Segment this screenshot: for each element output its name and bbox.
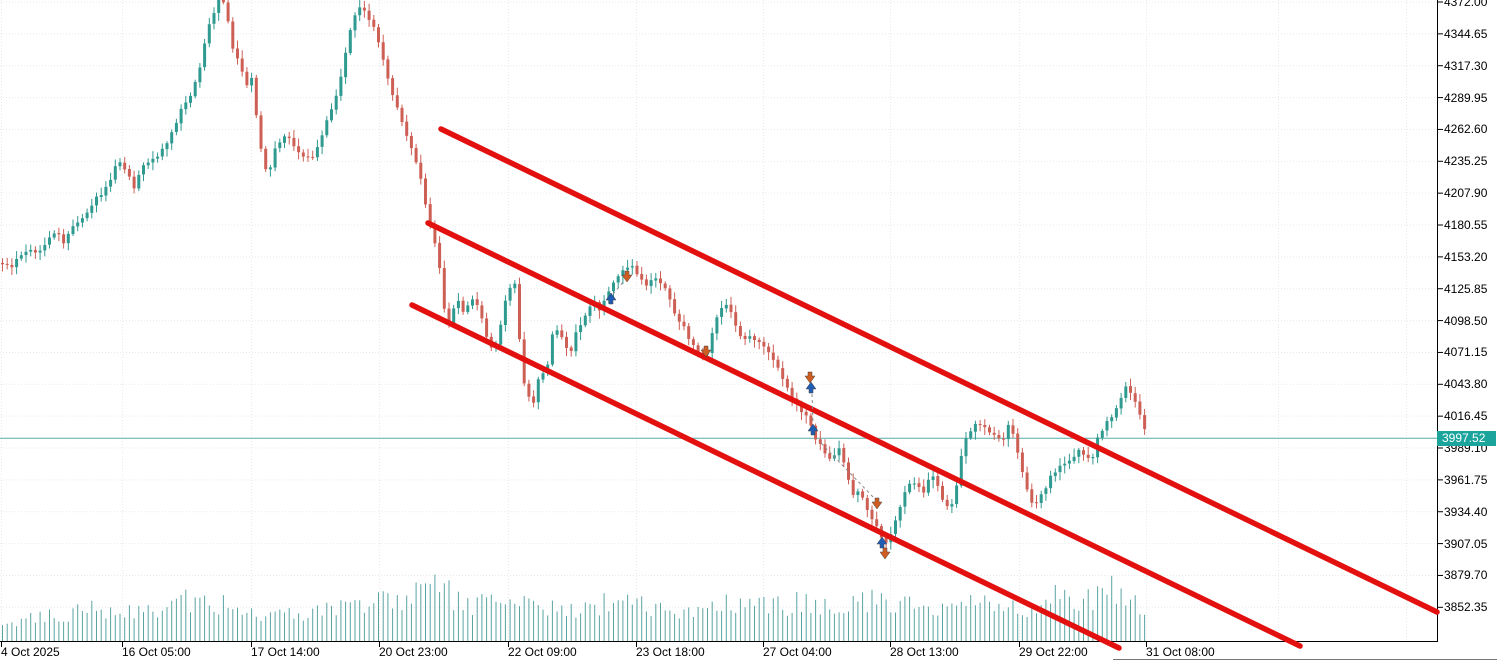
trade-markers-layer (605, 270, 891, 560)
buy-arrow-icon[interactable] (605, 292, 617, 305)
channel-line-lower[interactable] (409, 302, 1122, 651)
volume-bars-layer (2, 574, 1146, 641)
price-axis-label: 4317.30 (1444, 58, 1488, 73)
price-axis-label: 4071.15 (1444, 345, 1488, 360)
price-axis-label: 4344.65 (1444, 26, 1488, 41)
trade-connector-line (811, 393, 814, 425)
price-axis-label: 3879.70 (1444, 568, 1488, 583)
time-axis-label: 16 Oct 05:00 (122, 645, 191, 659)
sell-arrow-icon[interactable] (871, 497, 883, 510)
price-axis-label: 4153.20 (1444, 249, 1488, 264)
price-axis-label: 4098.50 (1444, 313, 1488, 328)
candles-layer (1, 0, 1147, 550)
time-axis-label: 29 Oct 22:00 (1019, 645, 1088, 659)
price-axis-label: 3907.05 (1444, 536, 1488, 551)
time-axis-label: 28 Oct 13:00 (890, 645, 959, 659)
buy-arrow-icon[interactable] (805, 381, 817, 394)
price-axis-label: 4125.85 (1444, 281, 1488, 296)
time-axis-label: 31 Oct 08:00 (1146, 645, 1215, 659)
time-axis-label: 22 Oct 09:00 (508, 645, 577, 659)
trade-connector-line (612, 280, 625, 295)
price-axis-label: 3961.75 (1444, 472, 1488, 487)
buy-arrow-icon[interactable] (876, 536, 888, 549)
channel-line-middle[interactable] (425, 220, 1303, 649)
time-axis-label: 17 Oct 14:00 (251, 645, 320, 659)
sell-arrow-icon[interactable] (700, 345, 712, 358)
price-axis-label: 4207.90 (1444, 186, 1488, 201)
buy-arrow-icon[interactable] (807, 423, 819, 436)
channel-lines-layer (409, 126, 1440, 651)
time-axis-label: 20 Oct 23:00 (379, 645, 448, 659)
sell-arrow-icon[interactable] (804, 371, 816, 384)
sell-arrow-icon[interactable] (621, 270, 633, 283)
price-axis-label: 3934.40 (1444, 504, 1488, 519)
time-axis[interactable]: 4 Oct 2025 16 Oct 05:00 17 Oct 14:00 20 Oct… (0, 642, 1497, 666)
price-axis-label: 3852.35 (1444, 600, 1488, 615)
current-price-tag: 3997.52 (1437, 430, 1496, 446)
trade-connectors-layer (612, 280, 875, 499)
price-axis-label: 4289.95 (1444, 90, 1488, 105)
time-axis-label: 4 Oct 2025 (1, 645, 60, 659)
price-axis-label: 4262.60 (1444, 122, 1488, 137)
price-axis-label: 4043.80 (1444, 377, 1488, 392)
grid-layer (0, 0, 1437, 641)
price-axis-label: 4016.45 (1444, 409, 1488, 424)
price-axis-label: 4372.00 (1444, 0, 1488, 9)
time-axis-label: 23 Oct 18:00 (636, 645, 705, 659)
price-axis-label: 4235.25 (1444, 154, 1488, 169)
sell-arrow-icon[interactable] (879, 547, 891, 560)
time-axis-label: 27 Oct 04:00 (763, 645, 832, 659)
price-axis-label: 4180.55 (1444, 218, 1488, 232)
channel-line-upper[interactable] (438, 126, 1440, 615)
current-price-value: 3997.52 (1442, 430, 1486, 445)
price-axis[interactable]: 4372.00 4344.65 4317.30 4289.95 4262.60 4235.… (1437, 0, 1497, 642)
trade-connector-line (820, 442, 875, 499)
